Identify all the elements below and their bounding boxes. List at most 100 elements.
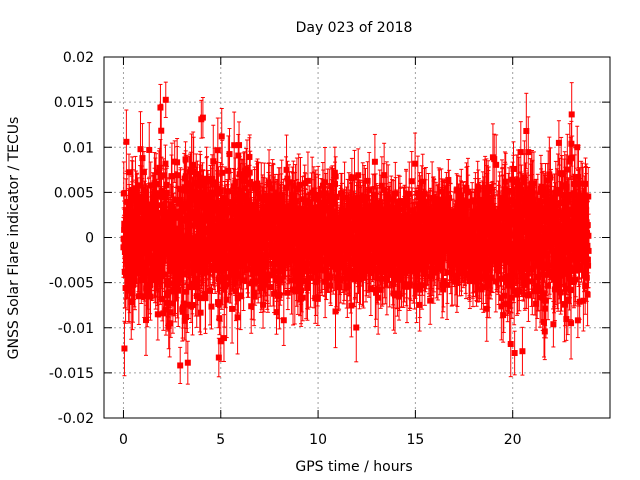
data-point [257, 258, 264, 265]
data-point [181, 187, 188, 194]
data-point [167, 309, 174, 316]
data-point [226, 151, 233, 158]
data-point [123, 207, 130, 214]
data-point [146, 146, 153, 153]
data-point [240, 177, 247, 184]
data-point [160, 172, 167, 179]
data-point [231, 196, 238, 203]
data-point [138, 195, 145, 202]
data-point [315, 194, 322, 201]
data-point [203, 178, 210, 185]
data-point [173, 197, 180, 204]
data-point [271, 290, 278, 297]
data-point [131, 270, 138, 277]
data-series [120, 81, 592, 385]
data-point [159, 296, 166, 303]
data-point [283, 166, 290, 173]
data-point [255, 278, 262, 285]
data-point [236, 142, 243, 149]
data-point [229, 305, 236, 312]
data-point [142, 190, 149, 197]
data-point [207, 287, 214, 294]
data-point [322, 278, 329, 285]
data-point [165, 289, 172, 296]
data-point [146, 227, 153, 234]
data-point [219, 169, 226, 176]
data-point [186, 252, 193, 259]
data-point [160, 310, 167, 317]
data-point [139, 155, 146, 162]
data-point [284, 175, 291, 182]
data-point [141, 272, 148, 279]
data-point [296, 269, 303, 276]
data-point [231, 142, 238, 149]
data-point [184, 359, 191, 366]
data-point [290, 182, 297, 189]
data-point [184, 301, 191, 308]
data-point [180, 255, 187, 262]
data-point [142, 259, 149, 266]
data-point [243, 171, 250, 178]
data-point [288, 277, 295, 284]
data-point [272, 274, 279, 281]
data-point [175, 287, 182, 294]
data-point [276, 292, 283, 299]
data-point [254, 184, 261, 191]
data-point [194, 190, 201, 197]
data-point [297, 181, 304, 188]
data-point [147, 182, 154, 189]
data-point [180, 300, 187, 307]
data-point [280, 317, 287, 324]
data-point [236, 171, 243, 178]
data-point [216, 315, 223, 322]
data-point [273, 309, 280, 316]
data-point [239, 259, 246, 266]
data-point [214, 147, 221, 154]
data-point [202, 229, 209, 236]
data-point [166, 320, 173, 327]
data-point [261, 281, 268, 288]
data-point [147, 293, 154, 300]
data-point [215, 301, 222, 308]
data-point [225, 167, 232, 174]
data-point [162, 96, 169, 103]
data-point [125, 169, 132, 176]
data-point [270, 268, 277, 275]
data-point [158, 232, 165, 239]
data-point [208, 303, 215, 310]
data-point [132, 185, 139, 192]
data-point [267, 284, 274, 291]
data-point [132, 253, 139, 260]
data-point [312, 278, 319, 285]
data-point [163, 189, 170, 196]
data-point [258, 273, 265, 280]
data-point [153, 180, 160, 187]
data-point [154, 311, 161, 318]
data-point [183, 180, 190, 187]
data-point [251, 293, 258, 300]
data-point [221, 286, 228, 293]
data-point [189, 302, 196, 309]
data-point [157, 173, 164, 180]
data-point [277, 275, 284, 282]
data-point [197, 230, 204, 237]
data-point [174, 172, 181, 179]
data-point [239, 221, 246, 228]
data-point [269, 185, 276, 192]
data-point [200, 248, 207, 255]
data-point [193, 195, 200, 202]
data-point [191, 180, 198, 187]
data-point [122, 285, 129, 292]
data-point [293, 215, 300, 222]
data-point [265, 271, 272, 278]
data-point [321, 179, 328, 186]
data-point [273, 261, 280, 268]
data-point [183, 288, 190, 295]
data-point [178, 276, 185, 283]
data-point [145, 208, 152, 215]
data-point [232, 179, 239, 186]
chart-title: Day 023 of 2018 [296, 20, 413, 36]
data-point [192, 275, 199, 282]
data-point [168, 173, 175, 180]
